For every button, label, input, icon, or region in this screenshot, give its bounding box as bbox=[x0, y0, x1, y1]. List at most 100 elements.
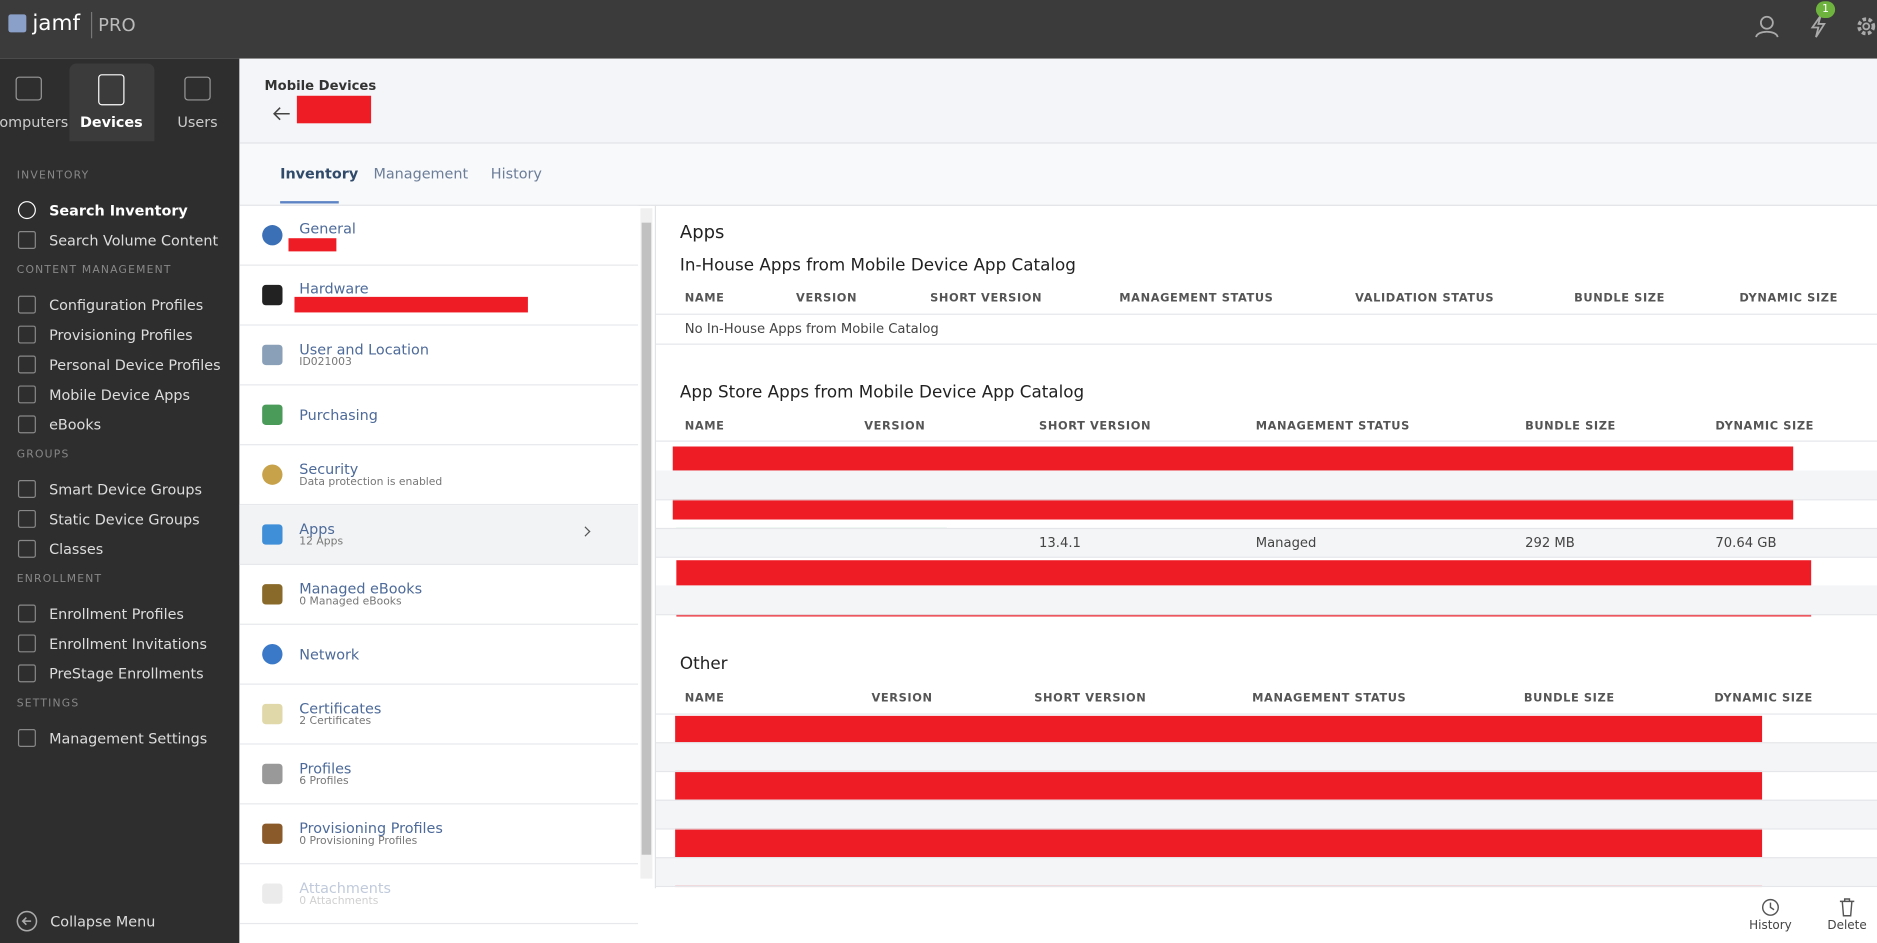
column-header[interactable]: VERSION bbox=[864, 420, 926, 434]
category-divider bbox=[239, 384, 639, 386]
category-divider bbox=[239, 922, 639, 925]
sidebar-item[interactable]: Static Device Groups bbox=[49, 511, 200, 528]
column-header[interactable]: SHORT VERSION bbox=[1034, 691, 1147, 706]
sidebar-item[interactable]: Enrollment Profiles bbox=[49, 605, 184, 623]
table-cell: Managed bbox=[1255, 535, 1317, 551]
column-header[interactable]: DYNAMIC SIZE bbox=[1715, 420, 1815, 434]
table-line bbox=[655, 742, 1877, 744]
sidebar-item[interactable]: Smart Device Groups bbox=[49, 481, 203, 498]
sidebar-item[interactable]: Configuration Profiles bbox=[49, 296, 204, 314]
column-header[interactable]: SHORT VERSION bbox=[930, 292, 1043, 306]
table-row-stripe bbox=[655, 742, 1877, 771]
table-line bbox=[655, 527, 1877, 530]
sidebar-heading: ENROLLMENT bbox=[16, 573, 103, 586]
category-title[interactable]: User and Location bbox=[299, 341, 429, 358]
table-cell: 292 MB bbox=[1525, 535, 1575, 551]
nav-tab[interactable]: Devices bbox=[79, 113, 143, 131]
table-line bbox=[655, 770, 1877, 773]
category-subtitle: 6 Profiles bbox=[299, 775, 349, 788]
column-header[interactable]: VERSION bbox=[871, 691, 933, 706]
page-header bbox=[239, 58, 1877, 144]
sidebar-icon bbox=[17, 231, 36, 249]
sidebar-item[interactable]: Provisioning Profiles bbox=[49, 326, 193, 344]
category-title[interactable]: General bbox=[299, 220, 356, 238]
column-header[interactable]: MANAGEMENT STATUS bbox=[1252, 691, 1407, 706]
settings-icon[interactable] bbox=[1854, 14, 1877, 38]
sidebar-icon bbox=[17, 325, 36, 344]
sidebar-item[interactable]: Search Volume Content bbox=[49, 232, 219, 249]
column-header[interactable]: BUNDLE SIZE bbox=[1574, 292, 1666, 306]
back-arrow[interactable] bbox=[272, 107, 291, 121]
redacted bbox=[296, 95, 372, 124]
sidebar bbox=[0, 58, 240, 943]
category-title[interactable]: Provisioning Profiles bbox=[299, 819, 443, 837]
category-icon bbox=[262, 464, 283, 485]
column-header[interactable]: BUNDLE SIZE bbox=[1523, 691, 1615, 706]
spacer bbox=[0, 889, 239, 890]
sidebar-item[interactable]: Enrollment Invitations bbox=[49, 635, 208, 653]
column-header[interactable]: DYNAMIC SIZE bbox=[1739, 292, 1838, 306]
column-header[interactable]: VALIDATION STATUS bbox=[1355, 292, 1495, 306]
category-title[interactable]: Attachments bbox=[299, 879, 391, 897]
category-title[interactable]: Certificates bbox=[299, 700, 382, 718]
category-divider bbox=[239, 324, 639, 326]
delete-icon[interactable] bbox=[1839, 898, 1856, 917]
category-icon bbox=[262, 225, 283, 246]
column-header[interactable]: BUNDLE SIZE bbox=[1525, 420, 1616, 434]
category-title[interactable]: Hardware bbox=[299, 280, 369, 297]
column-header[interactable]: DYNAMIC SIZE bbox=[1714, 691, 1813, 706]
category-title[interactable]: Purchasing bbox=[299, 407, 378, 424]
tab[interactable]: Management bbox=[373, 165, 469, 182]
category-title[interactable]: Security bbox=[299, 460, 359, 478]
redacted bbox=[294, 296, 528, 313]
collapse-menu[interactable]: Collapse Menu bbox=[50, 913, 156, 931]
sidebar-item[interactable]: eBooks bbox=[49, 416, 102, 434]
table-line bbox=[655, 885, 1877, 888]
sidebar-icon bbox=[17, 509, 36, 528]
breadcrumb[interactable]: Mobile Devices bbox=[264, 77, 377, 94]
redacted bbox=[288, 238, 337, 252]
column-header[interactable]: NAME bbox=[684, 420, 725, 434]
user-icon[interactable] bbox=[1755, 14, 1779, 38]
footer-button[interactable]: Delete bbox=[1827, 919, 1867, 933]
column-header[interactable]: NAME bbox=[684, 292, 725, 306]
sidebar-item[interactable]: Management Settings bbox=[49, 730, 208, 747]
category-icon bbox=[262, 644, 283, 665]
table-line bbox=[655, 713, 1877, 715]
collapse-icon[interactable] bbox=[16, 910, 39, 933]
nav-tab[interactable]: Users bbox=[177, 113, 218, 131]
sidebar-icon bbox=[17, 664, 36, 683]
sidebar-heading: INVENTORY bbox=[16, 169, 90, 182]
table-line bbox=[655, 799, 1877, 801]
content-title: Apps bbox=[679, 221, 725, 244]
table-line bbox=[655, 614, 1877, 616]
sidebar-icon bbox=[17, 295, 36, 314]
sidebar-item[interactable]: Search Inventory bbox=[49, 202, 188, 220]
column-header[interactable]: MANAGEMENT STATUS bbox=[1255, 420, 1410, 434]
sidebar-item[interactable]: Classes bbox=[49, 541, 104, 558]
column-header[interactable]: NAME bbox=[684, 691, 725, 706]
column-header[interactable]: VERSION bbox=[796, 292, 858, 306]
sidebar-item[interactable]: Mobile Device Apps bbox=[49, 386, 191, 404]
history-icon[interactable] bbox=[1761, 898, 1780, 917]
category-title[interactable]: Profiles bbox=[299, 760, 352, 777]
column-header[interactable]: SHORT VERSION bbox=[1039, 420, 1152, 434]
notification-icon[interactable] bbox=[1809, 14, 1828, 38]
category-title[interactable]: Apps bbox=[299, 520, 335, 538]
sidebar-icon bbox=[17, 355, 36, 374]
table-line bbox=[655, 556, 1877, 558]
logo-icon bbox=[8, 14, 27, 33]
category-title[interactable]: Network bbox=[299, 646, 360, 664]
table-row-stripe bbox=[655, 857, 1877, 886]
sidebar-item[interactable]: PreStage Enrollments bbox=[49, 665, 204, 683]
column-header[interactable]: MANAGEMENT STATUS bbox=[1119, 292, 1274, 306]
sidebar-item[interactable]: Personal Device Profiles bbox=[49, 356, 221, 374]
footer-button[interactable]: History bbox=[1749, 919, 1792, 933]
tab-underline bbox=[280, 201, 339, 204]
nav-icon bbox=[98, 74, 125, 106]
category-icon bbox=[262, 823, 283, 844]
nav-tab[interactable]: Computers bbox=[0, 113, 69, 131]
tab[interactable]: Inventory bbox=[280, 165, 359, 182]
category-title[interactable]: Managed eBooks bbox=[299, 580, 423, 598]
tab[interactable]: History bbox=[490, 165, 542, 182]
